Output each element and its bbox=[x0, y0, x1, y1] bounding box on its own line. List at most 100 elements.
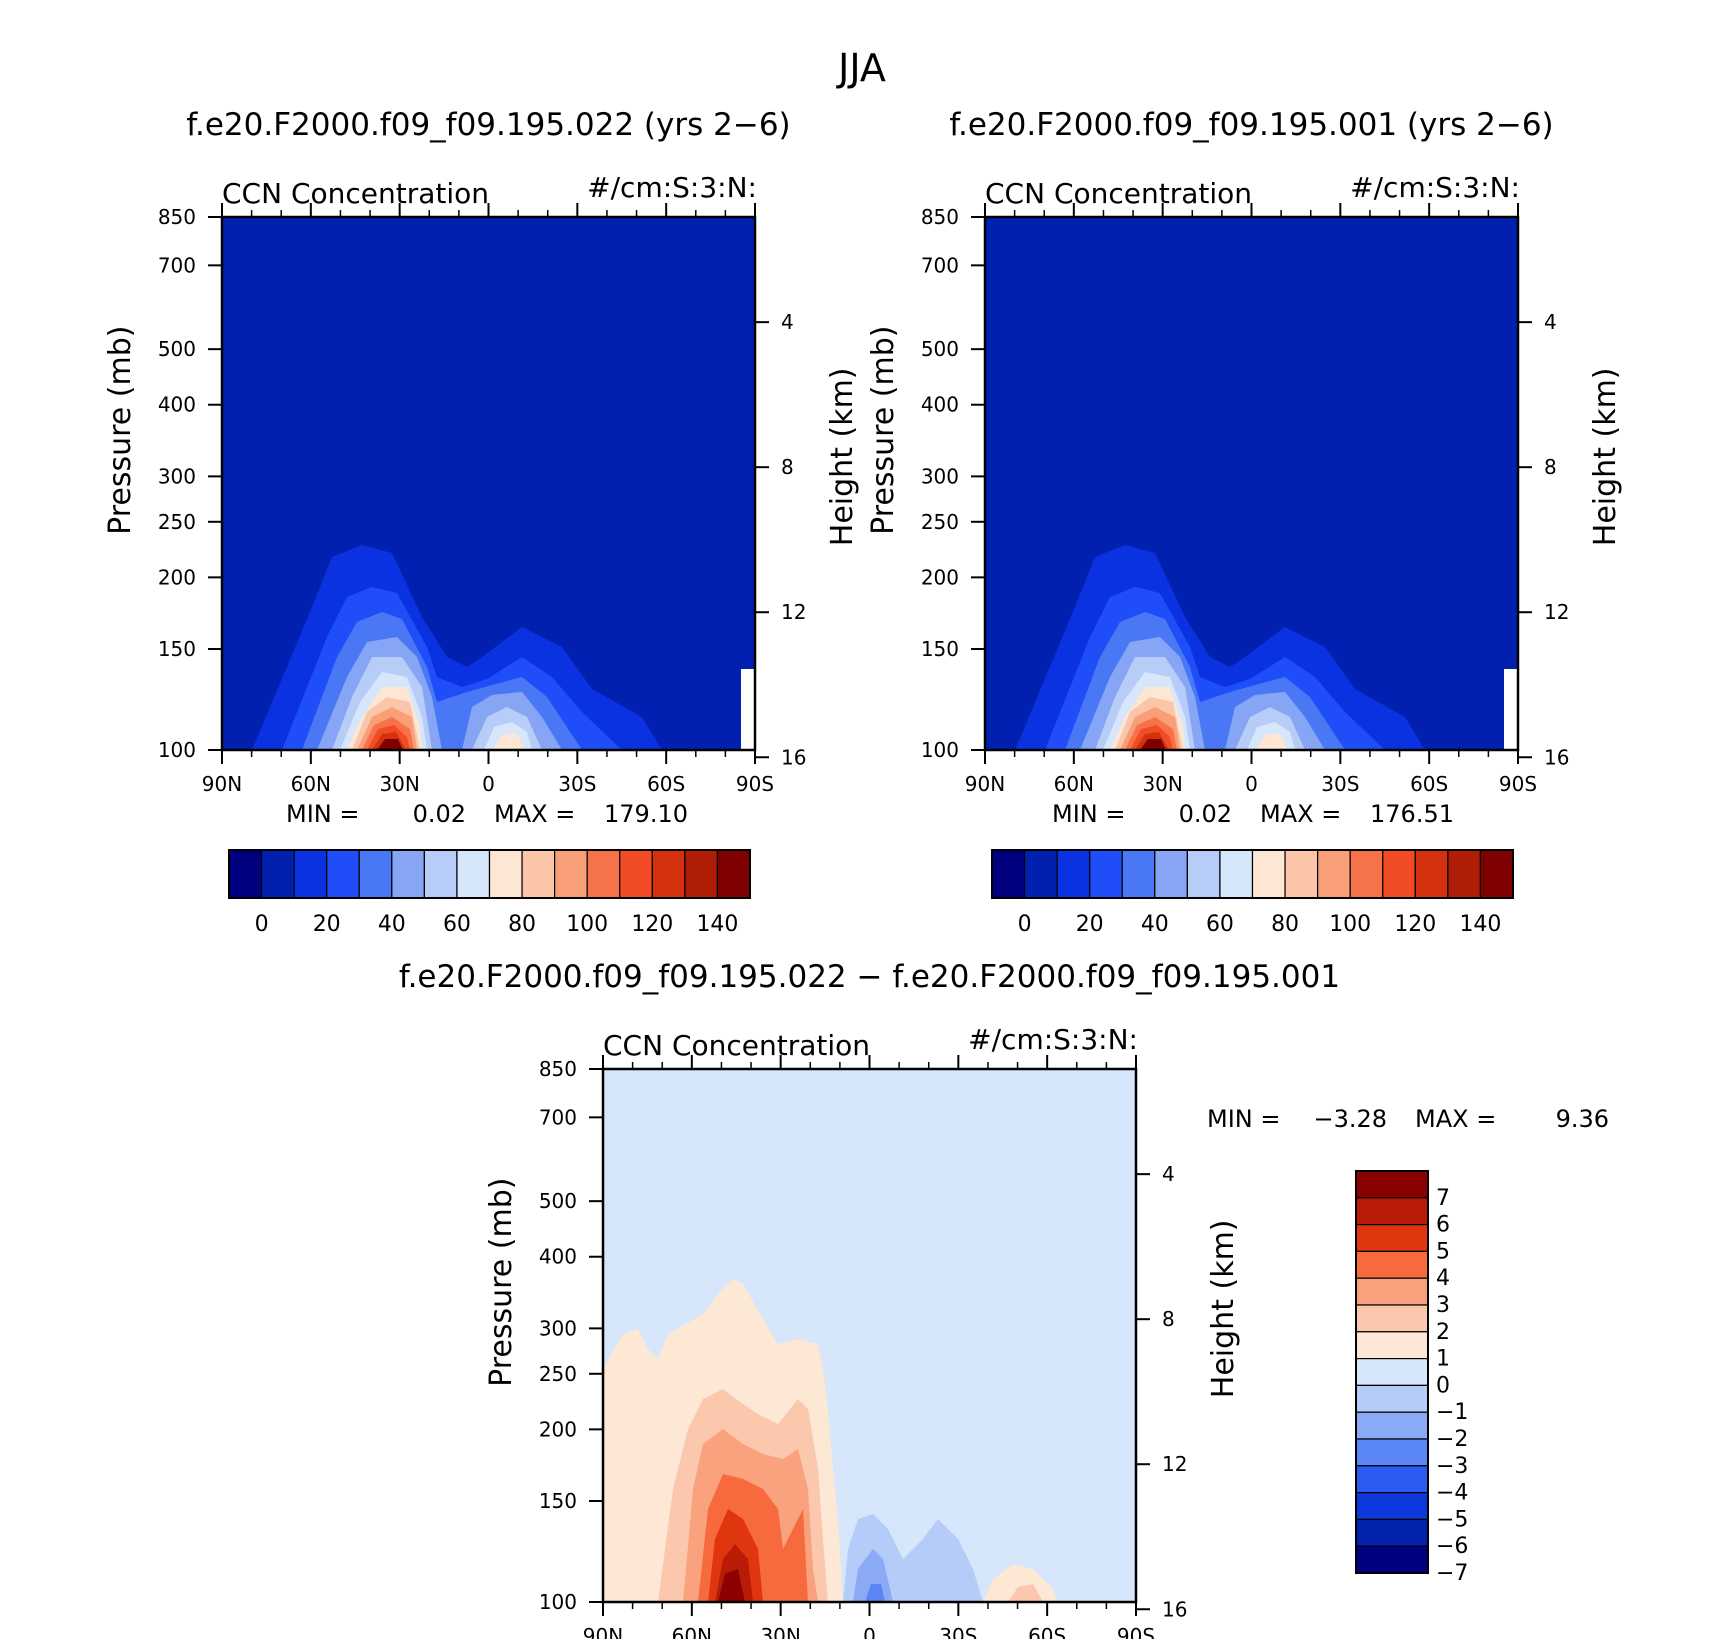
colorbar-label: 140 bbox=[1459, 912, 1501, 937]
colorbar-swatch bbox=[1355, 1545, 1429, 1574]
colorbar-label: −3 bbox=[1436, 1454, 1468, 1479]
lat-tick-label: 90S bbox=[1117, 1624, 1155, 1639]
y-axis-label: Pressure (mb) bbox=[484, 1178, 519, 1387]
contour-band bbox=[933, 1069, 1136, 1369]
colorbar-swatch bbox=[293, 849, 328, 899]
colorbar-swatch bbox=[1355, 1465, 1429, 1494]
colorbar-label: 3 bbox=[1436, 1293, 1450, 1318]
panel-title: f.e20.F2000.f09_f09.195.022 − f.e20.F200… bbox=[399, 959, 1340, 995]
lat-tick-label: 90S bbox=[736, 772, 774, 796]
pressure-tick-label: 250 bbox=[158, 510, 196, 534]
pressure-tick-label: 500 bbox=[539, 1189, 577, 1213]
colorbar-swatch bbox=[1382, 849, 1416, 899]
colorbar-label: 0 bbox=[1018, 912, 1032, 937]
colorbar-label: 100 bbox=[566, 912, 608, 937]
lat-tick-label: 0 bbox=[482, 772, 495, 796]
missing-data-area bbox=[741, 669, 755, 750]
colorbar-swatch bbox=[1479, 849, 1514, 899]
colorbar-label: 40 bbox=[1141, 912, 1169, 937]
lat-tick-label: 60S bbox=[647, 772, 685, 796]
colorbar-label: 0 bbox=[255, 912, 269, 937]
colorbar-swatch bbox=[651, 849, 686, 899]
colorbar: 0 20 40 60 80 100 120 140 bbox=[228, 849, 751, 937]
contour-band bbox=[853, 1549, 893, 1602]
variable-label: CCN Concentration bbox=[603, 1029, 870, 1062]
colorbar-label: 6 bbox=[1436, 1213, 1450, 1238]
lat-tick-label: 30N bbox=[379, 772, 419, 796]
colorbar-swatch bbox=[554, 849, 588, 899]
pressure-tick-label: 300 bbox=[158, 464, 196, 488]
pressure-tick-label: 300 bbox=[921, 464, 959, 488]
contour-fills bbox=[985, 402, 1518, 750]
colorbar-swatch bbox=[684, 849, 719, 899]
height-tick-label: 16 bbox=[1162, 1597, 1187, 1621]
y2-axis-label: Height (km) bbox=[1206, 1219, 1241, 1398]
colorbar-swatch bbox=[1355, 1331, 1429, 1360]
colorbar-swatch bbox=[1355, 1197, 1429, 1226]
colorbar-label: −5 bbox=[1436, 1507, 1468, 1532]
colorbar-swatch bbox=[1414, 849, 1449, 899]
lat-tick-label: 90N bbox=[965, 772, 1005, 796]
colorbar-swatch bbox=[1355, 1250, 1429, 1279]
colorbar-swatch bbox=[1219, 849, 1254, 899]
contour-band bbox=[865, 1584, 885, 1602]
lat-tick-label: 90N bbox=[583, 1624, 623, 1639]
max-label: MAX = bbox=[1260, 800, 1341, 828]
variable-label: CCN Concentration bbox=[222, 177, 489, 210]
colorbar-swatch bbox=[1355, 1277, 1429, 1306]
colorbar-label: 4 bbox=[1436, 1266, 1450, 1291]
height-tick-label: 12 bbox=[1162, 1452, 1187, 1476]
colorbar-swatch bbox=[521, 849, 556, 899]
colorbar-label: 60 bbox=[443, 912, 471, 937]
pressure-tick-label: 100 bbox=[921, 738, 959, 762]
units-label: #/cm:S:3:N: bbox=[968, 1023, 1138, 1056]
colorbar-swatch bbox=[423, 849, 458, 899]
colorbar-label: 7 bbox=[1436, 1186, 1450, 1211]
height-tick-label: 12 bbox=[781, 600, 806, 624]
variable-label: CCN Concentration bbox=[985, 177, 1252, 210]
height-tick-label: 4 bbox=[1162, 1162, 1175, 1186]
missing-data-area bbox=[1504, 669, 1518, 750]
colorbar-label: −2 bbox=[1436, 1427, 1468, 1452]
height-tick-label: 8 bbox=[781, 455, 794, 479]
pressure-tick-label: 200 bbox=[539, 1417, 577, 1441]
pressure-tick-label: 850 bbox=[539, 1057, 577, 1081]
height-tick-label: 8 bbox=[1544, 455, 1557, 479]
lat-tick-label: 90S bbox=[1499, 772, 1537, 796]
panel-title: f.e20.F2000.f09_f09.195.001 (yrs 2−6) bbox=[949, 107, 1553, 143]
min-label: MIN = bbox=[1207, 1105, 1280, 1133]
pressure-tick-label: 850 bbox=[921, 205, 959, 229]
colorbar-swatch bbox=[1355, 1491, 1429, 1520]
colorbar-label: −6 bbox=[1436, 1534, 1468, 1559]
pressure-tick-label: 500 bbox=[921, 337, 959, 361]
min-value: 0.02 bbox=[413, 800, 466, 828]
y-axis-label: Pressure (mb) bbox=[866, 326, 901, 535]
colorbar-label: −1 bbox=[1436, 1400, 1468, 1425]
contour-band bbox=[492, 733, 525, 750]
min-label: MIN = bbox=[1052, 800, 1125, 828]
pressure-tick-label: 300 bbox=[539, 1316, 577, 1340]
colorbar-label: −4 bbox=[1436, 1481, 1468, 1506]
panel-2: f.e20.F2000.f09_f09.195.001 (yrs 2−6) CCN… bbox=[866, 107, 1623, 937]
pressure-tick-label: 700 bbox=[921, 253, 959, 277]
pressure-tick-label: 400 bbox=[539, 1245, 577, 1269]
colorbar-label: 80 bbox=[1271, 912, 1299, 937]
units-label: #/cm:S:3:N: bbox=[1350, 171, 1520, 204]
colorbar-label: 120 bbox=[631, 912, 673, 937]
colorbar-label: 80 bbox=[508, 912, 536, 937]
colorbar-swatch bbox=[1355, 1170, 1429, 1199]
colorbar-label: −7 bbox=[1436, 1561, 1468, 1586]
lat-tick-label: 30S bbox=[558, 772, 596, 796]
contour-band bbox=[1140, 739, 1166, 750]
lat-tick-label: 60S bbox=[1028, 1624, 1066, 1639]
max-value: 179.10 bbox=[604, 800, 688, 828]
lat-tick-label: 0 bbox=[863, 1624, 876, 1639]
height-tick-label: 16 bbox=[1544, 745, 1569, 769]
height-tick-label: 12 bbox=[1544, 600, 1569, 624]
colorbar-swatch bbox=[991, 849, 1026, 899]
contour-fills bbox=[222, 402, 755, 750]
contour-band bbox=[1255, 733, 1288, 750]
pressure-tick-label: 150 bbox=[539, 1489, 577, 1513]
pressure-tick-label: 100 bbox=[158, 738, 196, 762]
colorbar-swatch bbox=[619, 849, 653, 899]
